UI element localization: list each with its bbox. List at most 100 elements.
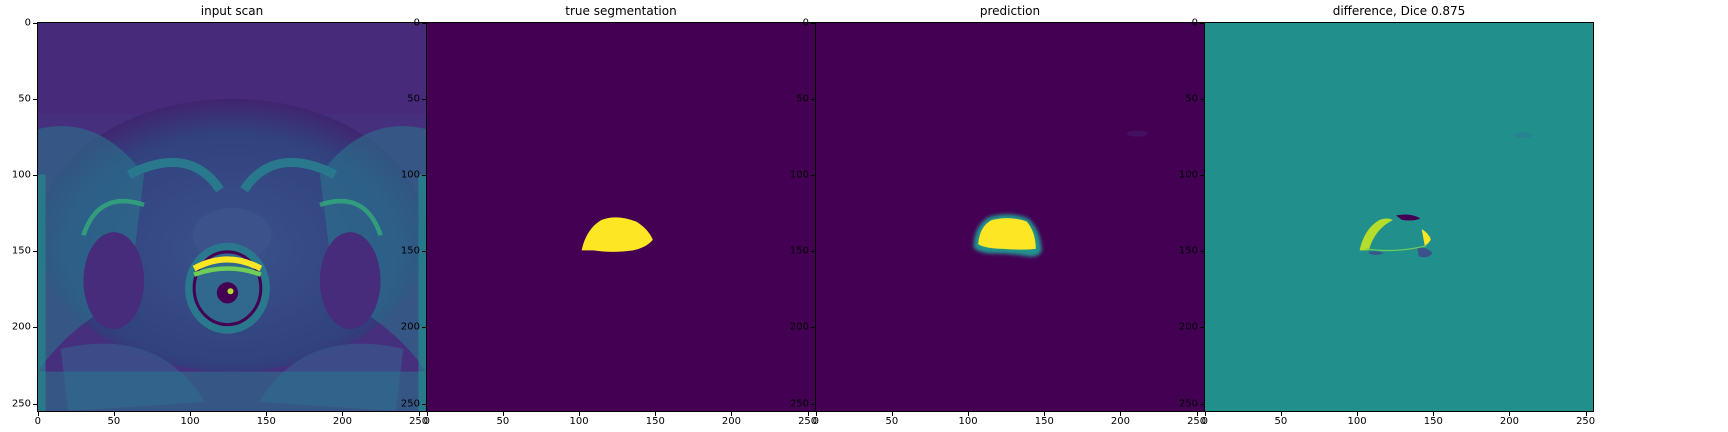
y-tick-label: 150: [1178, 245, 1198, 257]
true-segmentation-image: [426, 22, 816, 412]
y-tick-label: 100: [11, 169, 31, 181]
panel-prediction: prediction 0 50 100 150 200 250 0 50 100 150 200 2…: [778, 0, 1210, 432]
y-tick-label: 0: [413, 17, 420, 29]
x-tick-mark: [731, 412, 733, 416]
x-tick-label: 250: [1187, 416, 1207, 427]
x-tick-mark: [807, 412, 809, 416]
y-tick-mark: [1200, 403, 1204, 405]
y-tick-label: 250: [11, 398, 31, 410]
y-tick-label: 50: [407, 93, 420, 105]
y-tick-label: 150: [11, 245, 31, 257]
difference-graphic: [1205, 23, 1593, 411]
panel-title: input scan: [200, 4, 264, 18]
x-tick-label: 250: [1576, 416, 1596, 427]
y-tick-mark: [33, 403, 37, 405]
x-tick-label: 200: [1499, 416, 1519, 427]
y-tick-label: 0: [802, 17, 809, 29]
y-tick-mark: [811, 403, 815, 405]
y-tick-label: 100: [1178, 169, 1198, 181]
x-tick-mark: [1433, 412, 1435, 416]
true-mask-graphic: [427, 23, 815, 411]
y-tick-label: 200: [400, 321, 420, 333]
y-tick-mark: [33, 22, 37, 24]
panel-title: prediction: [979, 4, 1041, 18]
x-tick-mark: [1280, 412, 1282, 416]
x-tick-mark: [266, 412, 268, 416]
x-tick-mark: [426, 412, 428, 416]
x-tick-mark: [968, 412, 970, 416]
y-tick-mark: [33, 175, 37, 177]
x-tick-label: 50: [1274, 416, 1288, 427]
x-tick-label: 150: [256, 416, 276, 427]
y-tick-label: 50: [1185, 93, 1198, 105]
x-tick-label: 250: [409, 416, 429, 427]
x-tick-mark: [502, 412, 504, 416]
x-tick-label: 150: [645, 416, 665, 427]
y-tick-mark: [811, 251, 815, 253]
y-tick-label: 100: [789, 169, 809, 181]
y-tick-label: 0: [1191, 17, 1198, 29]
input-scan-image: [37, 22, 427, 412]
x-tick-label: 250: [798, 416, 818, 427]
y-tick-mark: [33, 98, 37, 100]
y-tick-label: 200: [1178, 321, 1198, 333]
x-tick-label: 0: [1201, 416, 1208, 427]
y-tick-label: 150: [400, 245, 420, 257]
panel-input-scan: input scan: [0, 0, 432, 432]
panel-title: difference, Dice 0.875: [1332, 4, 1466, 18]
y-tick-mark: [1200, 22, 1204, 24]
y-tick-mark: [811, 98, 815, 100]
x-tick-mark: [1044, 412, 1046, 416]
difference-image: [1204, 22, 1594, 412]
y-tick-label: 200: [789, 321, 809, 333]
x-tick-label: 100: [569, 416, 589, 427]
x-tick-label: 50: [496, 416, 510, 427]
x-tick-mark: [655, 412, 657, 416]
x-tick-mark: [1120, 412, 1122, 416]
y-tick-mark: [33, 251, 37, 253]
x-tick-mark: [1204, 412, 1206, 416]
panel-true-segmentation: true segmentation 0 50 100 150 200 250 0 50 100…: [389, 0, 821, 432]
y-tick-mark: [1200, 251, 1204, 253]
y-tick-label: 250: [1178, 398, 1198, 410]
x-tick-mark: [113, 412, 115, 416]
x-tick-label: 100: [958, 416, 978, 427]
x-tick-mark: [190, 412, 192, 416]
x-tick-label: 0: [34, 416, 41, 427]
y-tick-label: 50: [796, 93, 809, 105]
x-tick-label: 100: [180, 416, 200, 427]
x-tick-mark: [891, 412, 893, 416]
x-tick-mark: [1585, 412, 1587, 416]
panel-title: true segmentation: [565, 4, 677, 18]
y-tick-mark: [422, 327, 426, 329]
y-tick-label: 250: [400, 398, 420, 410]
x-tick-mark: [1509, 412, 1511, 416]
y-tick-mark: [811, 327, 815, 329]
y-tick-mark: [422, 403, 426, 405]
y-tick-mark: [1200, 98, 1204, 100]
x-tick-label: 200: [721, 416, 741, 427]
x-tick-label: 100: [1347, 416, 1367, 427]
panel-difference: difference, Dice 0.875 0 50 100 150 200 250 0…: [1167, 0, 1599, 432]
x-tick-mark: [342, 412, 344, 416]
x-tick-label: 150: [1034, 416, 1054, 427]
x-tick-mark: [1196, 412, 1198, 416]
y-tick-label: 200: [11, 321, 31, 333]
y-tick-mark: [811, 22, 815, 24]
prediction-image: [815, 22, 1205, 412]
x-tick-label: 50: [107, 416, 121, 427]
x-tick-mark: [37, 412, 39, 416]
x-tick-label: 150: [1423, 416, 1443, 427]
y-tick-label: 50: [18, 93, 31, 105]
mri-scan-graphic: [38, 23, 426, 411]
y-tick-mark: [1200, 175, 1204, 177]
y-tick-mark: [422, 98, 426, 100]
x-tick-label: 0: [423, 416, 430, 427]
x-tick-label: 0: [812, 416, 819, 427]
y-tick-label: 100: [400, 169, 420, 181]
y-tick-label: 250: [789, 398, 809, 410]
y-tick-mark: [422, 22, 426, 24]
predicted-mask-graphic: [816, 23, 1204, 411]
y-tick-label: 0: [24, 17, 31, 29]
x-tick-mark: [418, 412, 420, 416]
